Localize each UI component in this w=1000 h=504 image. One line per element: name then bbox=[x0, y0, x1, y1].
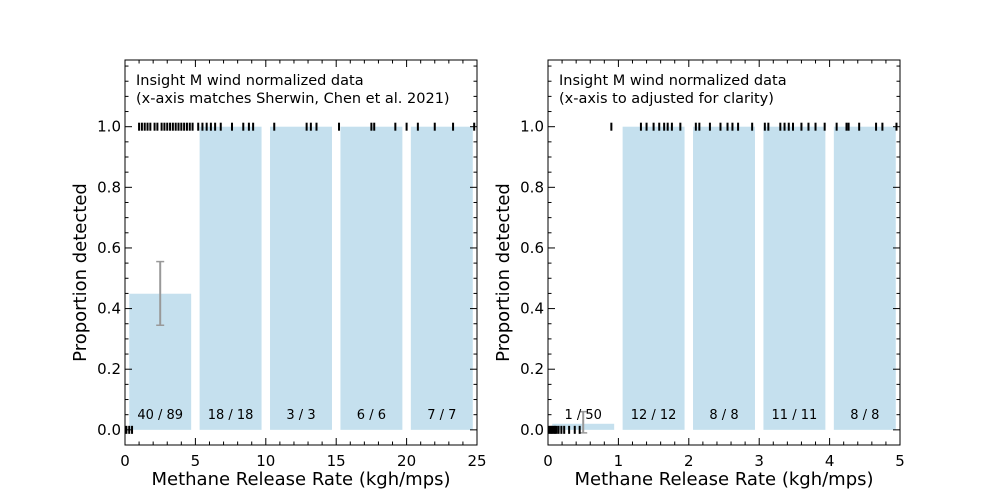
y-tick-label-2: 0.4 bbox=[97, 300, 121, 318]
x-tick-label-1: 1 bbox=[614, 452, 624, 470]
bar-4 bbox=[833, 126, 896, 430]
bin-count-label-1: 12 / 12 bbox=[631, 408, 677, 423]
bar-2 bbox=[270, 126, 332, 430]
y-tick-label-2: 0.4 bbox=[520, 300, 544, 318]
bin-count-label-3: 11 / 11 bbox=[772, 408, 818, 423]
bin-count-label-2: 3 / 3 bbox=[286, 408, 315, 423]
y-tick-label-4: 0.8 bbox=[97, 178, 121, 196]
bin-count-label-3: 6 / 6 bbox=[357, 408, 386, 423]
bar-3 bbox=[763, 126, 826, 430]
x-tick-label-5: 5 bbox=[895, 452, 905, 470]
x-tick-label-2: 10 bbox=[256, 452, 275, 470]
x-tick-label-4: 4 bbox=[825, 452, 835, 470]
x-axis-label: Methane Release Rate (kgh/mps) bbox=[151, 469, 450, 490]
axis-ticks-group: 0 5 10 15 20 25 0.0 0.2 0.4 0.6 0.8 1.0 bbox=[97, 60, 487, 470]
annotation-line-1: Insight M wind normalized data bbox=[559, 73, 787, 89]
y-tick-label-3: 0.6 bbox=[97, 239, 121, 257]
x-tick-label-4: 20 bbox=[397, 452, 416, 470]
bin-labels-group: 40 / 89 18 / 18 3 / 3 6 / 6 7 / 7 bbox=[137, 408, 456, 423]
y-tick-label-1: 0.2 bbox=[97, 360, 121, 378]
y-tick-label-5: 1.0 bbox=[520, 118, 544, 136]
bar-2 bbox=[693, 126, 755, 430]
bars-group bbox=[552, 126, 896, 430]
y-tick-label-0: 0.0 bbox=[97, 421, 121, 439]
y-tick-label-3: 0.6 bbox=[520, 239, 544, 257]
bin-count-label-1: 18 / 18 bbox=[208, 408, 254, 423]
bar-4 bbox=[410, 126, 473, 430]
bars-group bbox=[129, 126, 473, 430]
bin-labels-group: 1 / 50 12 / 12 8 / 8 11 / 11 8 / 8 bbox=[564, 408, 879, 423]
y-tick-label-1: 0.2 bbox=[520, 360, 544, 378]
y-axis-label: Proportion detected bbox=[70, 183, 91, 362]
bar-3 bbox=[340, 126, 403, 430]
bin-count-label-0: 1 / 50 bbox=[564, 408, 601, 423]
left-chart-panel: 40 / 89 18 / 18 3 / 3 6 / 6 7 / 7 0 5 10 15 20 25… bbox=[70, 59, 487, 490]
plot-frame bbox=[124, 59, 478, 446]
annotation-line-2: (x-axis matches Sherwin, Chen et al. 202… bbox=[136, 91, 450, 107]
x-axis-label: Methane Release Rate (kgh/mps) bbox=[574, 469, 873, 490]
axis-ticks-group: 0 1 2 3 4 5 0.0 0.2 0.4 0.6 0.8 1.0 bbox=[520, 60, 905, 470]
bin-count-label-4: 8 / 8 bbox=[850, 408, 879, 423]
annotation-line-1: Insight M wind normalized data bbox=[136, 73, 364, 89]
x-tick-label-3: 15 bbox=[327, 452, 346, 470]
y-tick-label-5: 1.0 bbox=[97, 118, 121, 136]
error-bars-group bbox=[156, 260, 165, 327]
x-tick-label-0: 0 bbox=[120, 452, 130, 470]
y-tick-label-0: 0.0 bbox=[520, 421, 544, 439]
bin-count-label-0: 40 / 89 bbox=[137, 408, 183, 423]
bin-count-label-4: 7 / 7 bbox=[427, 408, 456, 423]
bar-1 bbox=[622, 126, 685, 430]
x-tick-label-3: 3 bbox=[754, 452, 764, 470]
x-tick-label-2: 2 bbox=[684, 452, 694, 470]
y-tick-label-4: 0.8 bbox=[520, 178, 544, 196]
plot-frame bbox=[547, 59, 901, 446]
x-tick-label-5: 25 bbox=[467, 452, 486, 470]
bin-count-label-2: 8 / 8 bbox=[709, 408, 738, 423]
annotation-line-2: (x-axis to adjusted for clarity) bbox=[559, 91, 774, 107]
x-tick-label-1: 5 bbox=[191, 452, 201, 470]
right-chart-panel: 1 / 50 12 / 12 8 / 8 11 / 11 8 / 8 0 1 2 3 4 5 0.0… bbox=[493, 59, 905, 490]
rug-marks-group bbox=[125, 122, 476, 434]
bar-1 bbox=[199, 126, 262, 430]
y-axis-label: Proportion detected bbox=[493, 183, 514, 362]
x-tick-label-0: 0 bbox=[543, 452, 553, 470]
rug-marks-group bbox=[548, 122, 898, 434]
